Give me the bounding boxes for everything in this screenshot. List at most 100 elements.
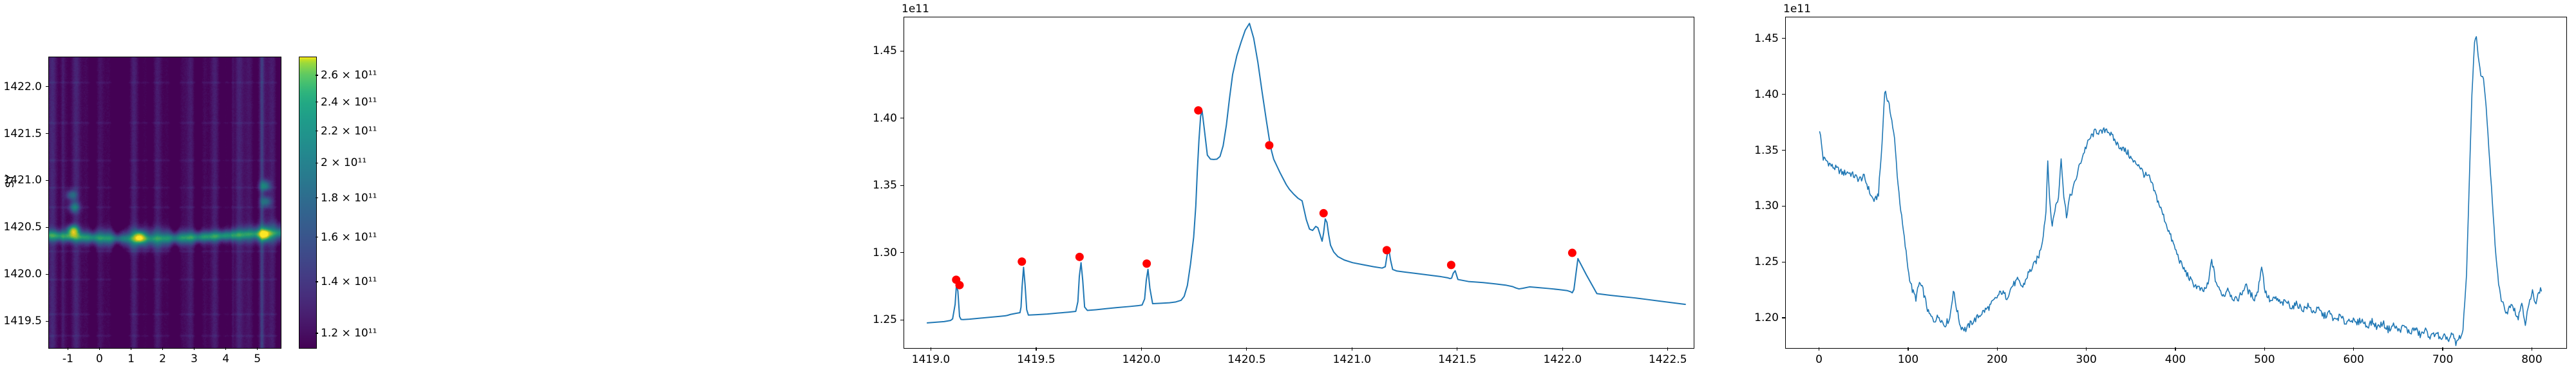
timeseries-y-tick-label: 1.45 — [1754, 32, 1779, 45]
colorbar-tick-label: 2.6 × 10¹¹ — [321, 69, 377, 82]
timeseries-plot-svg — [1819, 36, 2543, 346]
timeseries-y-tick-mark — [1782, 94, 1785, 95]
timeseries-x-tick-mark — [2353, 347, 2354, 351]
colorbar-tick-mark — [316, 281, 318, 282]
spectrum-x-tick-mark — [1246, 347, 1247, 351]
spectrum-x-tick-mark — [1141, 347, 1142, 351]
timeseries-offset-text: 1e11 — [1783, 3, 1811, 15]
heatmap-y-tick-mark — [46, 86, 48, 87]
spectrum-y-tick-label: 1.25 — [873, 313, 897, 327]
heatmap-y-tick-mark — [46, 133, 48, 134]
colorbar-tick-label: 1.6 × 10¹¹ — [321, 230, 377, 244]
spectrum-x-tick-label: 1419.0 — [911, 353, 951, 366]
heatmap-x-tick-mark — [99, 347, 100, 350]
timeseries-line — [1819, 36, 2543, 346]
heatmap-y-tick-label: 1420.0 — [3, 268, 42, 281]
heatmap-x-tick-label: 3 — [191, 353, 198, 365]
colorbar-tick-label: 1.2 × 10¹¹ — [321, 326, 377, 340]
timeseries-y-tick-label: 1.30 — [1754, 199, 1779, 213]
spectrum-x-tick-label: 1419.5 — [1017, 353, 1056, 366]
panel-timeseries[interactable] — [1785, 17, 2567, 349]
timeseries-x-tick-label: 100 — [1897, 353, 1919, 366]
timeseries-x-tick-mark — [2442, 347, 2443, 351]
colorbar-tick-label: 2.2 × 10¹¹ — [321, 124, 377, 138]
timeseries-y-tick-label: 1.25 — [1754, 255, 1779, 269]
heatmap-x-tick-label: 4 — [222, 353, 230, 365]
heatmap-x-tick-mark — [225, 347, 227, 350]
spectrum-y-tick-mark — [900, 252, 904, 253]
heatmap-x-tick-label: 0 — [96, 353, 103, 365]
spectrum-plot-svg — [926, 23, 1686, 324]
timeseries-y-tick-mark — [1782, 149, 1785, 151]
colorbar-tick-label: 2.4 × 10¹¹ — [321, 95, 377, 109]
peak-marker — [1319, 208, 1328, 217]
spectrum-line — [926, 23, 1686, 324]
peak-marker — [1018, 257, 1027, 266]
spectrum-x-tick-label: 1421.0 — [1332, 353, 1372, 366]
spectrum-x-tick-label: 1420.0 — [1122, 353, 1161, 366]
colorbar-tick-label: 1.8 × 10¹¹ — [321, 191, 377, 205]
spectrum-y-tick-label: 1.45 — [873, 44, 897, 58]
heatmap-x-tick-label: 5 — [254, 353, 261, 365]
timeseries-x-tick-label: 800 — [2521, 353, 2543, 366]
spectrum-x-tick-label: 1420.5 — [1227, 353, 1266, 366]
heatmap-y-tick-label: 1421.0 — [3, 174, 42, 187]
timeseries-y-tick-mark — [1782, 317, 1785, 318]
spectrum-peak-markers — [952, 106, 1577, 290]
spectrum-x-tick-mark — [1562, 347, 1563, 351]
peak-marker — [1075, 252, 1084, 261]
spectrum-x-tick-mark — [1667, 347, 1669, 351]
colorbar-gradient — [299, 57, 316, 348]
heatmap-image — [49, 57, 281, 348]
spectrum-x-tick-label: 1422.5 — [1649, 353, 1687, 366]
heatmap-y-tick-label: 1422.0 — [3, 80, 42, 93]
heatmap-ylabel: SY — [4, 174, 17, 188]
timeseries-x-tick-label: 400 — [2164, 353, 2186, 366]
heatmap-y-tick-mark — [46, 273, 48, 275]
peak-marker — [1194, 106, 1203, 115]
heatmap-y-tick-label: 1421.5 — [3, 127, 42, 140]
timeseries-y-tick-mark — [1782, 38, 1785, 39]
timeseries-x-tick-label: 500 — [2254, 353, 2275, 366]
heatmap-y-tick-mark — [46, 320, 48, 322]
colorbar[interactable] — [299, 57, 317, 349]
timeseries-y-tick-label: 1.35 — [1754, 143, 1779, 157]
heatmap-x-tick-mark — [257, 347, 258, 350]
peak-marker — [1567, 248, 1577, 257]
heatmap-x-tick-label: 1 — [128, 353, 135, 365]
panel-heatmap: 1419.5 1420.0 1420.5 1421.0 1421.5 1422.0 -1 0… — [0, 0, 721, 386]
heatmap-y-tick-label: 1420.5 — [3, 221, 42, 234]
peak-marker — [1142, 259, 1151, 268]
timeseries-y-tick-label: 1.20 — [1754, 311, 1779, 324]
heatmap-y-tick-mark — [46, 179, 48, 181]
heatmap-x-tick-label: -1 — [62, 353, 73, 365]
heatmap-x-tick-label: 2 — [159, 353, 166, 365]
panel-spectrum[interactable] — [904, 17, 1694, 349]
timeseries-x-tick-mark — [2264, 347, 2265, 351]
timeseries-x-tick-label: 600 — [2343, 353, 2364, 366]
spectrum-x-tick-label: 1421.5 — [1438, 353, 1477, 366]
heatmap-y-tick-mark — [46, 226, 48, 228]
spectrum-x-tick-label: 1422.0 — [1543, 353, 1582, 366]
timeseries-x-tick-label: 0 — [1815, 353, 1823, 366]
timeseries-x-tick-mark — [2086, 347, 2087, 351]
heatmap-y-tick-label: 1419.5 — [3, 315, 42, 328]
spectrum-y-tick-mark — [900, 185, 904, 186]
timeseries-y-tick-label: 1.40 — [1754, 87, 1779, 101]
peak-marker — [1265, 141, 1274, 150]
heatmap-axes[interactable] — [48, 57, 281, 349]
peak-marker — [1446, 261, 1455, 270]
peak-marker — [955, 280, 964, 290]
spectrum-y-tick-label: 1.35 — [873, 179, 897, 192]
colorbar-tick-label: 1.4 × 10¹¹ — [321, 275, 377, 289]
spectrum-offset-text: 1e11 — [902, 3, 929, 15]
peak-marker — [1382, 246, 1391, 255]
timeseries-y-tick-mark — [1782, 205, 1785, 207]
timeseries-x-tick-label: 300 — [2076, 353, 2097, 366]
spectrum-y-tick-label: 1.40 — [873, 111, 897, 125]
timeseries-x-tick-label: 200 — [1987, 353, 2008, 366]
heatmap-x-tick-mark — [162, 347, 164, 350]
spectrum-y-tick-label: 1.30 — [873, 246, 897, 259]
timeseries-x-tick-label: 700 — [2432, 353, 2454, 366]
